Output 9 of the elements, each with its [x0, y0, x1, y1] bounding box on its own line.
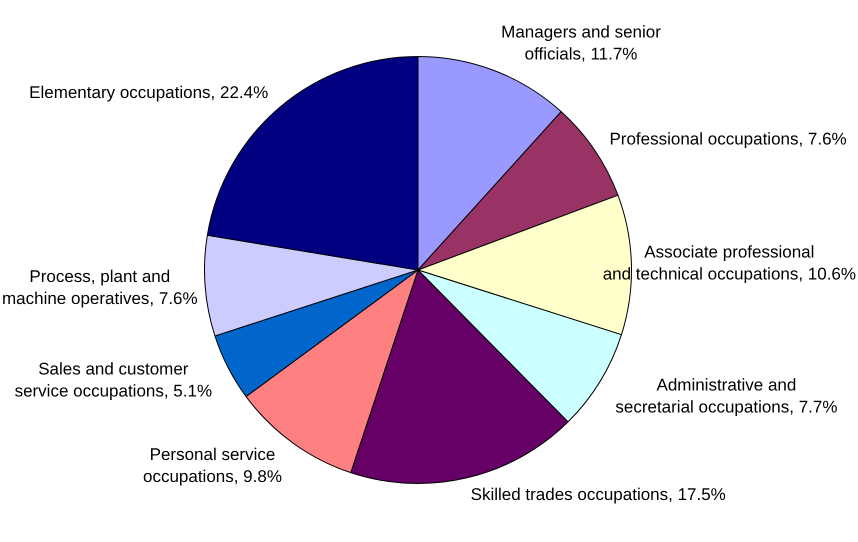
slice-label: Elementary occupations, 22.4%: [29, 83, 268, 102]
slice-label: Professional occupations, 7.6%: [609, 130, 847, 149]
slice-label: Associate professional and technical occupations, 10.6%: [602, 242, 856, 284]
slice-label: Process, plant and machine operatives, 7.6%: [2, 266, 198, 308]
slice-label: Managers and senior officials, 11.7%: [501, 22, 662, 64]
slice-label: Skilled trades occupations, 17.5%: [470, 485, 726, 504]
slice-label: Sales and customer service occupations, 5.1%: [14, 359, 212, 400]
slice-label: Personal service occupations, 9.8%: [143, 444, 282, 486]
slice-label: Administrative and secretarial occupations, 7.7%: [615, 375, 838, 416]
